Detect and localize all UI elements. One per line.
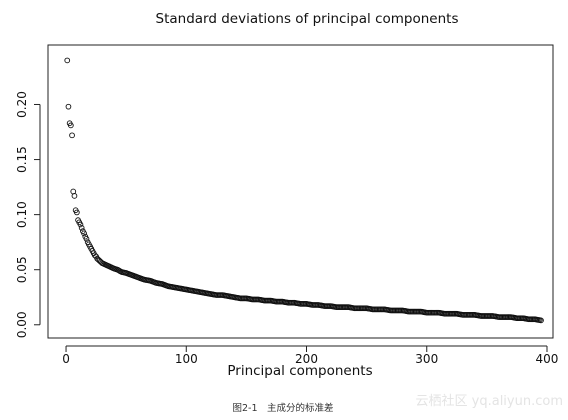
data-point [77, 221, 84, 228]
chart-title: Standard deviations of principal compone… [156, 11, 459, 27]
plot-frame [47, 44, 554, 339]
data-point [81, 230, 87, 237]
x-tick-label: 300 [415, 352, 438, 366]
figure-caption: 图2-1 主成分的标准差 [232, 402, 333, 414]
x-tick-label: 0 [62, 352, 70, 366]
data-point [65, 103, 72, 110]
x-axis-label: Principal components [227, 363, 372, 379]
data-point [146, 277, 152, 284]
x-axis: 0 100 200 300 400 [62, 345, 559, 366]
data-point [74, 209, 80, 216]
data-point [83, 236, 90, 242]
y-tick-label: 0.00 [15, 311, 29, 338]
data-point [158, 280, 164, 287]
y-tick-label: 0.15 [15, 146, 29, 173]
data-point [71, 193, 78, 199]
y-axis: 0.00 0.05 0.10 0.15 0.20 [15, 91, 41, 338]
data-points [64, 57, 544, 324]
data-point [78, 224, 85, 231]
data-point [69, 132, 75, 139]
y-tick-label: 0.10 [15, 201, 29, 228]
watermark-text: 云栖社区 yq.aliyun.com [416, 393, 563, 409]
x-tick-label: 200 [295, 352, 318, 366]
data-point [67, 122, 74, 129]
data-point [536, 317, 543, 324]
x-tick-label: 400 [536, 352, 559, 366]
x-tick-label: 100 [175, 352, 198, 366]
y-tick-label: 0.20 [15, 91, 29, 118]
data-point [122, 269, 128, 276]
data-point [64, 57, 71, 64]
y-tick-label: 0.05 [15, 256, 29, 283]
